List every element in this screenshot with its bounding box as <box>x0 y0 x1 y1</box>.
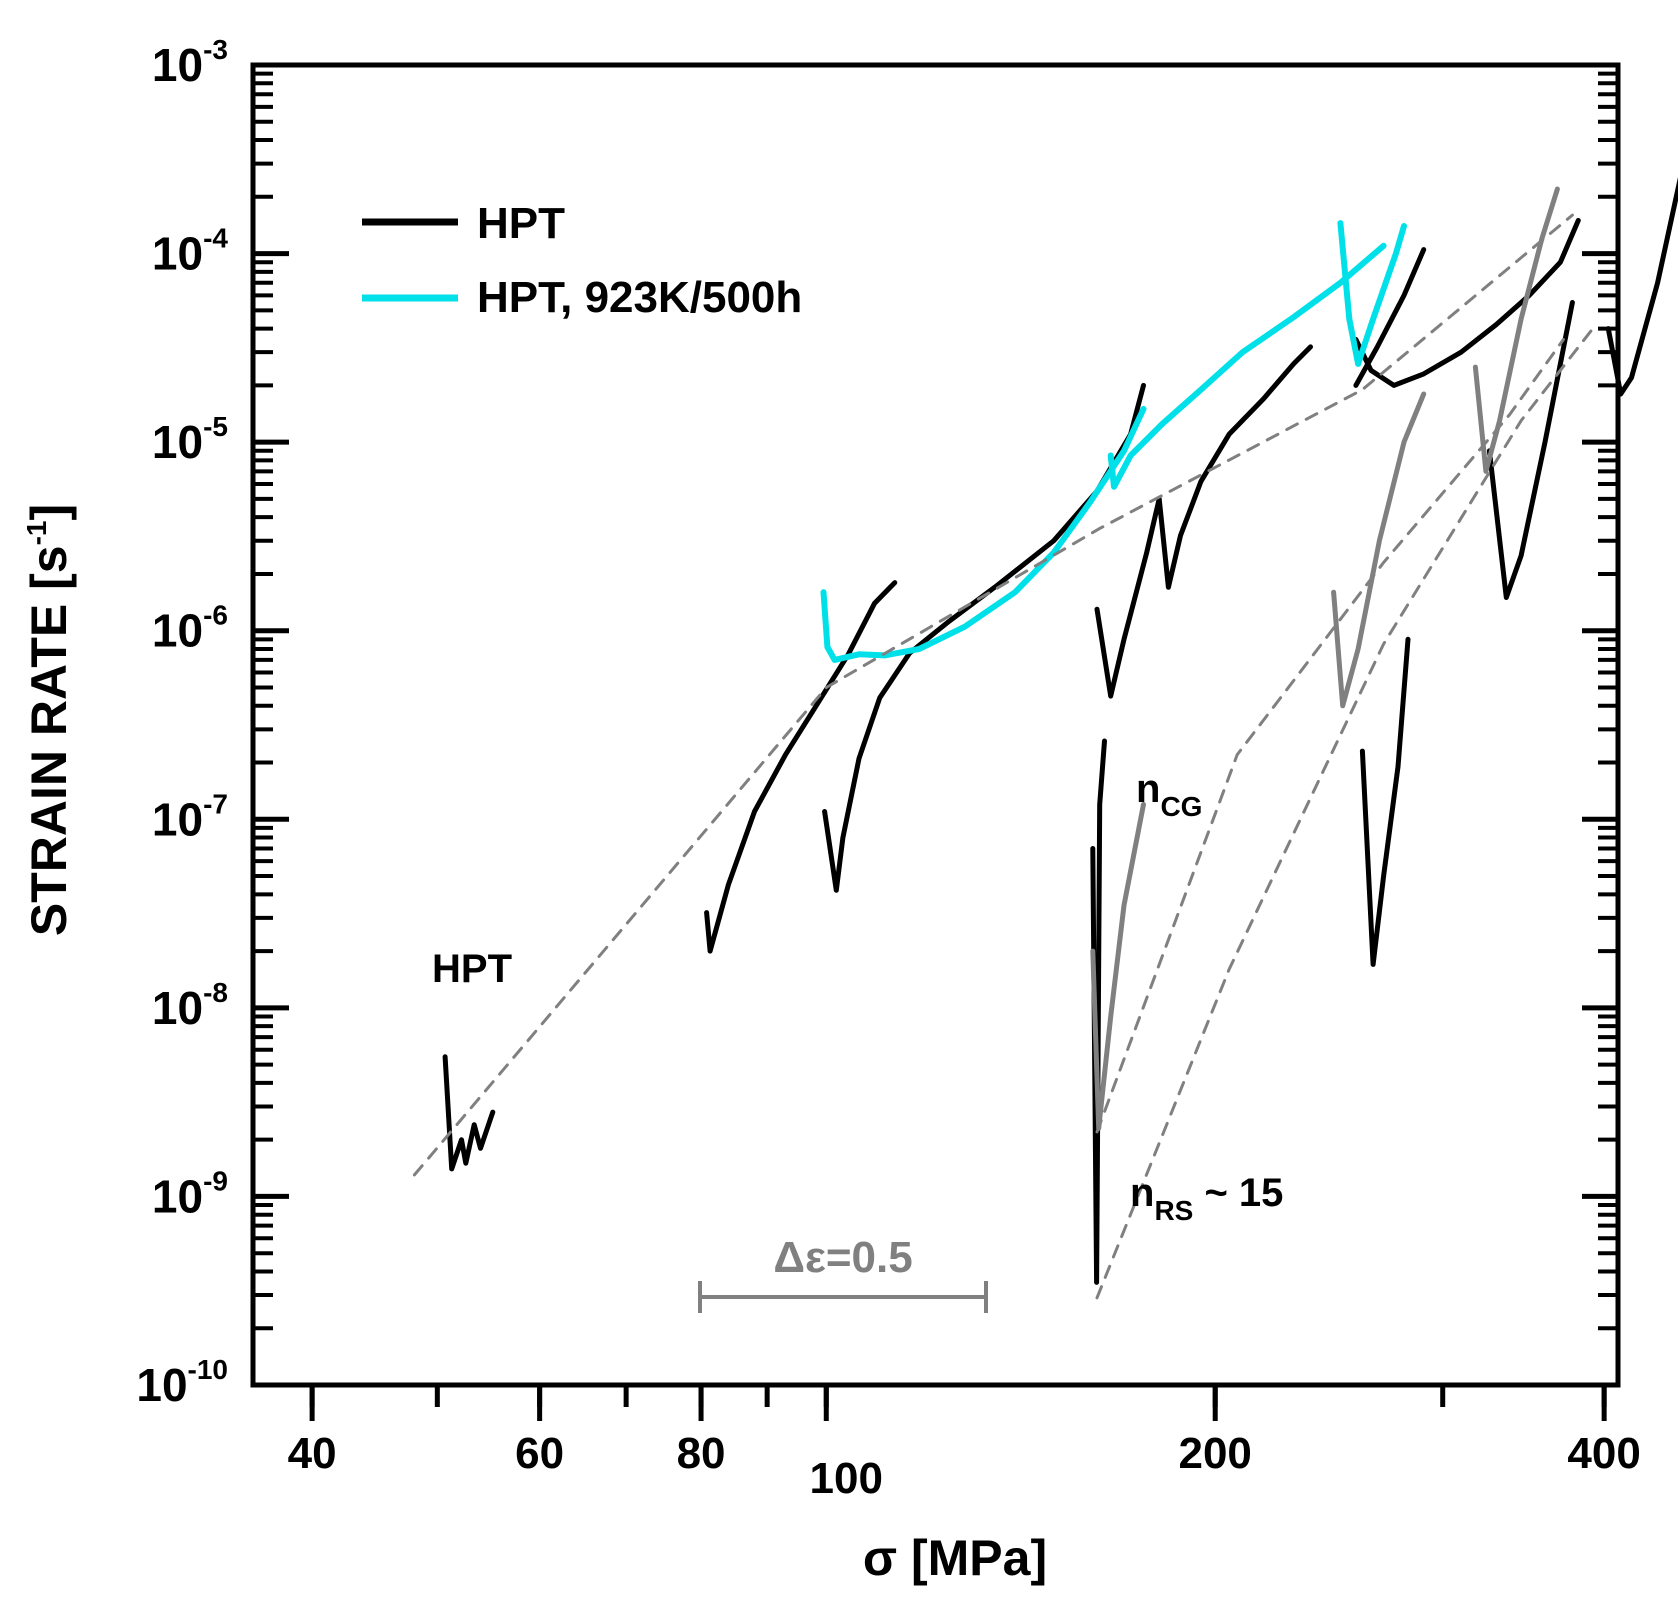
y-tick-label: 10-3 <box>152 34 228 91</box>
annotation-hpt: HPT <box>432 947 512 991</box>
y-minor-ticks <box>253 71 1618 1331</box>
y-tick-label: 10-10 <box>136 1354 228 1411</box>
annotation-nrs: nRS ~ 15 <box>1130 1171 1283 1226</box>
annotation-ncg-n: n <box>1136 767 1160 811</box>
x-tick-label: 200 <box>1178 1429 1251 1478</box>
dashed-fit-line <box>1095 338 1565 1134</box>
x-tick-label: 40 <box>288 1429 337 1478</box>
y-tick-label-exp: -9 <box>203 1165 228 1196</box>
y-tick-label-exp: -8 <box>203 977 228 1008</box>
x-axis-title: σ [MPa] <box>863 1530 1047 1586</box>
y-axis-title: STRAIN RATE [s-1] <box>21 504 77 936</box>
y-major-ticks: 10-310-410-510-610-710-810-910-10 <box>136 34 1618 1411</box>
y-tick-label-exp: -5 <box>203 411 228 442</box>
x-ticks: 40 60 80 100 200 400 <box>288 1385 1641 1503</box>
y-tick-label-base: 10 <box>152 1170 203 1222</box>
x-tick-label: 80 <box>677 1429 726 1478</box>
y-tick-label-base: 10 <box>152 416 203 468</box>
y-tick-label-exp: -4 <box>203 223 228 254</box>
plot-frame <box>250 62 1621 1388</box>
series-line-hpt <box>1353 217 1581 388</box>
series-line-hpt <box>442 1054 496 1172</box>
x-tick-label: 60 <box>515 1429 564 1478</box>
legend-label-hpt: HPT <box>477 199 565 248</box>
dashed-fit-line <box>412 213 1574 1177</box>
series-line-gray <box>1090 801 1146 1131</box>
x-tick-label: 400 <box>1567 1429 1640 1478</box>
y-tick-label: 10-8 <box>152 977 228 1034</box>
series-line-hpt <box>822 382 1146 893</box>
y-tick-label-exp: -7 <box>203 788 228 819</box>
y-tick-label-base: 10 <box>136 1359 187 1411</box>
x-tick-label: 100 <box>810 1454 883 1503</box>
y-tick-label-base: 10 <box>152 793 203 845</box>
y-tick-label-base: 10 <box>152 605 203 657</box>
series-layer <box>412 177 1678 1300</box>
series-line-hpt <box>1359 636 1411 967</box>
y-tick-label: 10-6 <box>152 600 228 657</box>
series-line-hpt-annealed <box>1337 220 1407 367</box>
series-line-hpt <box>1094 344 1313 699</box>
y-tick-label-exp: -10 <box>188 1354 228 1385</box>
dashed-fit-line <box>1095 327 1595 1300</box>
legend-label-hpt-annealed: HPT, 923K/500h <box>477 273 802 322</box>
y-axis-title-close: ] <box>21 504 77 521</box>
series-line-gray <box>1331 391 1427 709</box>
y-tick-label-base: 10 <box>152 982 203 1034</box>
series-line-gray <box>1472 186 1560 474</box>
y-tick-label-base: 10 <box>152 39 203 91</box>
y-tick-label-exp: -3 <box>203 34 228 65</box>
series-line-hpt <box>1486 300 1575 600</box>
series-line-hpt-annealed <box>820 405 1147 663</box>
y-tick-label-base: 10 <box>152 228 203 280</box>
scale-bar-label: Δε=0.5 <box>773 1233 912 1282</box>
y-tick-label: 10-7 <box>152 788 228 845</box>
strain-scale-bar: Δε=0.5 <box>698 1233 988 1313</box>
series-line-hpt <box>1353 247 1427 388</box>
annotation-ncg-sub: CG <box>1160 791 1202 822</box>
y-tick-label: 10-5 <box>152 411 228 468</box>
y-axis-title-exp: -1 <box>21 521 52 546</box>
y-tick-label: 10-4 <box>152 223 228 280</box>
y-axis-title-base: STRAIN RATE [s <box>21 545 77 936</box>
annotation-nrs-n: n <box>1130 1171 1154 1215</box>
series-line-hpt <box>704 580 898 954</box>
annotation-nrs-sub: RS <box>1154 1195 1193 1226</box>
y-tick-label-exp: -6 <box>203 600 228 631</box>
annotation-nrs-tail: ~ 15 <box>1193 1171 1283 1215</box>
legend: HPT HPT, 923K/500h <box>362 199 802 322</box>
y-tick-label: 10-9 <box>152 1165 228 1222</box>
series-line-hpt-annealed <box>1107 242 1387 490</box>
annotation-ncg: nCG <box>1136 767 1202 822</box>
